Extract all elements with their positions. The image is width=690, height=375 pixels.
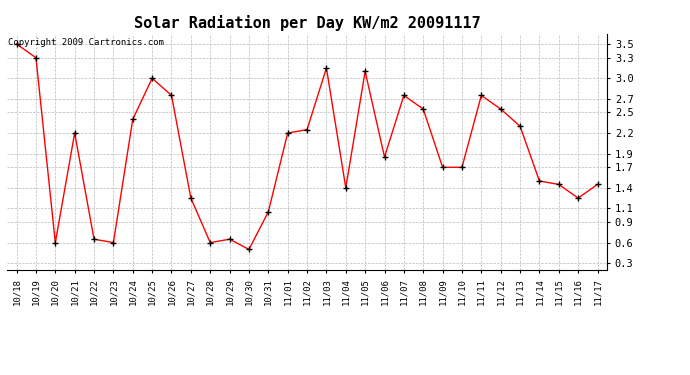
Text: Copyright 2009 Cartronics.com: Copyright 2009 Cartronics.com — [8, 39, 164, 48]
Title: Solar Radiation per Day KW/m2 20091117: Solar Radiation per Day KW/m2 20091117 — [134, 15, 480, 31]
